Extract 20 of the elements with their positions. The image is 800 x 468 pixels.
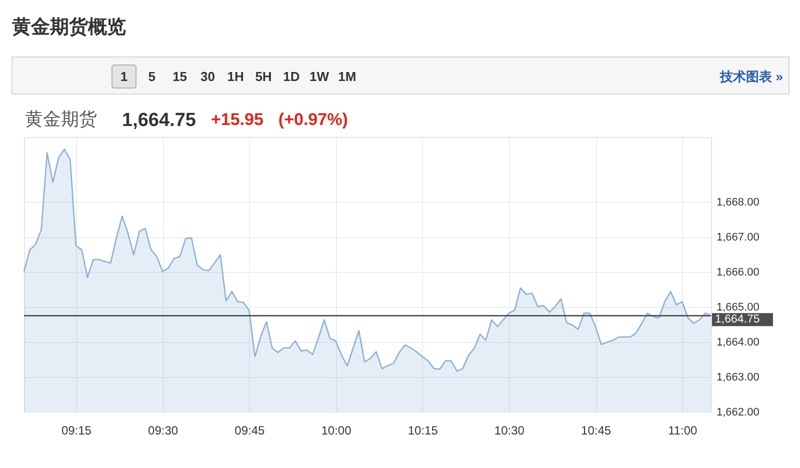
x-tick-label: 09:45 (234, 424, 265, 438)
ref-line-label: 1,664.75 (715, 314, 760, 326)
y-tick-label: 1,666.00 (716, 266, 760, 278)
y-tick-label: 1,668.00 (716, 196, 760, 208)
y-tick-label: 1,663.00 (716, 371, 760, 384)
x-tick-label: 10:15 (408, 424, 438, 438)
x-tick-label: 11:00 (668, 424, 698, 438)
x-tick-label: 10:45 (581, 424, 612, 438)
y-tick-label: 1,664.00 (716, 336, 760, 348)
x-tick-label: 10:30 (494, 424, 525, 438)
text: 1 5 15 30 1H 5H 1D 1W 1M (120, 69, 356, 84)
chart-title: 黄金期货概览 (11, 16, 126, 38)
y-tick-label: 1,667.00 (716, 231, 760, 244)
y-tick-label: 1,662.00 (716, 406, 760, 418)
text: 技术图表 » (719, 69, 783, 84)
y-tick-label: 1,665.00 (716, 301, 760, 314)
x-tick-label: 10:00 (321, 424, 352, 438)
x-tick-label: 09:30 (148, 424, 178, 438)
x-tick-label: 09:15 (61, 424, 92, 438)
text: 黄金期货 1,664.75 +15.95 (+0.97%) (25, 109, 348, 131)
